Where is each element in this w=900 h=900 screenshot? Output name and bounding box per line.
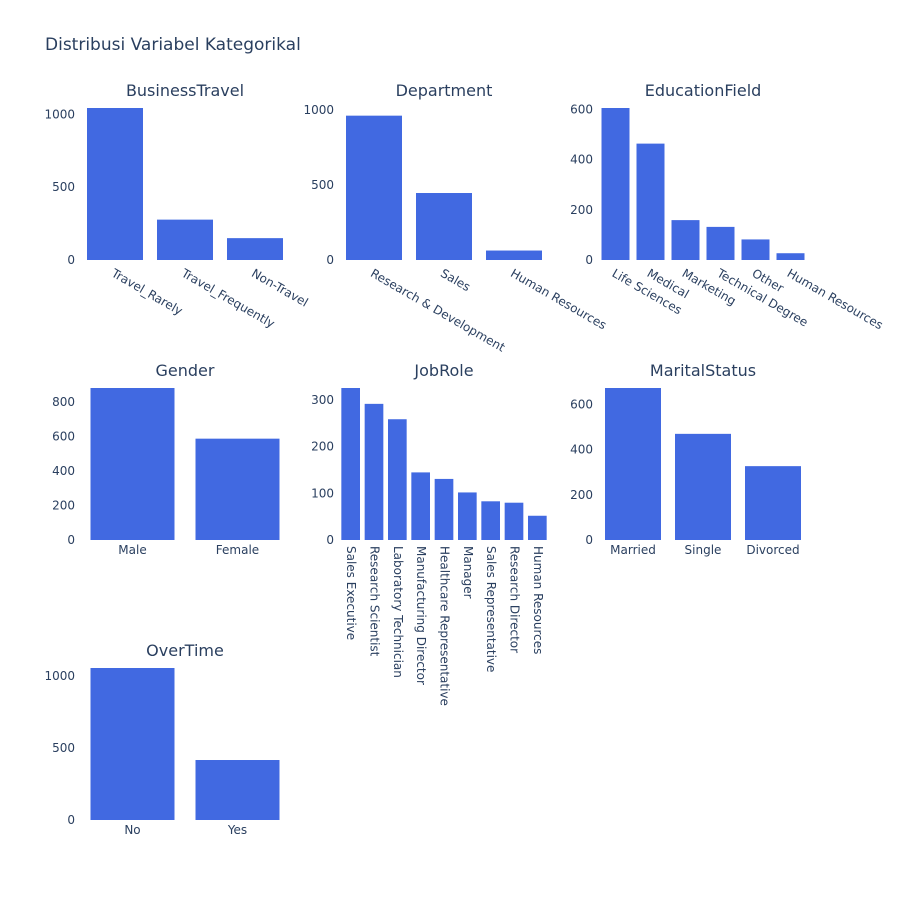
bar-manufacturing-director [411,472,430,540]
y-tick-label: 200 [311,440,334,454]
subplot-maritalstatus: MaritalStatus 0 200 400 600 Married Single Divo… [570,361,801,557]
y-tick-label: 400 [570,153,593,167]
y-tick-label: 300 [311,393,334,407]
bar-human-resources [528,515,547,540]
bar-single [675,433,731,540]
x-tick-label: Manager [461,546,475,599]
bar-other [741,239,770,260]
y-tick-label: 400 [52,464,75,478]
y-tick-label: 600 [570,103,593,117]
bar-sales-representative [481,501,500,540]
figure-title: Distribusi Variabel Kategorikal [45,35,301,55]
y-tick-label: 200 [52,499,75,513]
y-tick-label: 400 [570,443,593,457]
bar-travel-rarely [87,108,143,260]
bar-married [605,388,661,540]
x-tick-label: Single [685,543,722,557]
x-tick-label: No [124,823,140,837]
bar-life-sciences [601,108,630,260]
bar-male [90,388,175,540]
y-tick-label: 1000 [44,669,75,683]
y-tick-label: 800 [52,395,75,409]
x-tick-label: Human Resources [531,546,545,654]
subplot-title: MaritalStatus [650,361,756,380]
bar-healthcare-representative [434,478,454,540]
bar-human-resources [776,253,805,260]
bar-technical-degree [706,226,735,260]
y-tick-label: 200 [570,203,593,217]
bar-travel-frequently [157,219,213,260]
x-tick-label: Male [118,543,146,557]
y-tick-label: 600 [52,430,75,444]
x-tick-label: Sales Executive [344,546,358,640]
subplot-gender: Gender 0 200 400 600 800 Male Female [52,361,280,557]
y-tick-label: 500 [52,741,75,755]
bar-research-director [504,502,524,540]
x-tick-label: Laboratory Technician [391,546,405,678]
bar-divorced [745,466,801,540]
bar-non-travel [227,238,283,260]
subplot-title: Gender [156,361,215,380]
x-tick-label: Manufacturing Director [414,546,428,685]
y-tick-label: 600 [570,397,593,411]
bar-yes [195,760,280,820]
x-tick-label: Divorced [746,543,799,557]
x-tick-label: Yes [227,823,247,837]
y-tick-label: 500 [311,178,334,192]
subplot-title: JobRole [413,361,473,380]
y-tick-label: 100 [311,486,334,500]
y-tick-label: 0 [67,813,75,827]
y-tick-label: 0 [326,253,334,267]
bar-laboratory-technician [388,419,407,540]
y-tick-label: 0 [326,533,334,547]
subplot-jobrole: JobRole 0 100 200 300 Sales Executive Research… [311,361,547,706]
y-tick-label: 500 [52,180,75,194]
x-tick-label: Female [216,543,259,557]
y-tick-label: 0 [67,533,75,547]
bar-manager [458,492,477,540]
y-tick-label: 200 [570,488,593,502]
subplot-overtime: OverTime 0 500 1000 No Yes [44,641,280,837]
subplot-title: EducationField [645,81,762,100]
bar-sales-executive [341,388,360,540]
bar-sales [416,193,472,260]
x-tick-label: Research Scientist [368,546,382,657]
y-tick-label: 0 [585,253,593,267]
bar-female [195,438,280,540]
bar-no [90,668,175,820]
x-tick-label: Married [610,543,656,557]
bar-human-resources [486,250,542,260]
bar-medical [636,143,665,260]
y-tick-label: 0 [585,533,593,547]
bar-research-development [346,115,402,260]
x-tick-label: Research Director [508,546,522,653]
subplot-title: Department [396,81,493,100]
y-tick-label: 1000 [44,107,75,121]
bar-marketing [671,220,700,260]
y-tick-label: 0 [67,253,75,267]
subplot-title: BusinessTravel [126,81,244,100]
subplot-title: OverTime [146,641,224,660]
bar-research-scientist [364,403,384,540]
y-tick-label: 1000 [303,103,334,117]
x-tick-label: Healthcare Representative [438,546,452,706]
x-tick-label: Sales Representative [484,546,498,672]
